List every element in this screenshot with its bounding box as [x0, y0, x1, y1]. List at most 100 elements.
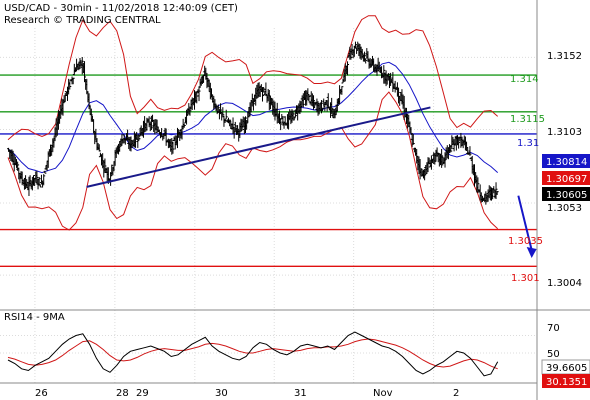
price-bar: [440, 148, 444, 168]
x-tick: 31: [294, 388, 307, 399]
price-bar: [83, 61, 87, 83]
price-badge-label: 1.30814: [546, 157, 587, 168]
level-label: 1.3115: [510, 114, 545, 125]
x-tick: Nov: [373, 388, 393, 399]
price-bar: [171, 141, 175, 154]
price-badge: [542, 187, 590, 201]
rsi-badge-label: 39.6605: [546, 363, 587, 374]
rsi-title: RSI14 - 9MA: [4, 312, 65, 323]
price-bar: [495, 191, 499, 196]
rsi-badge-label: 30.1351: [546, 377, 587, 388]
price-bar: [340, 86, 344, 95]
price-bar: [321, 107, 325, 112]
price-bar: [68, 81, 72, 90]
price-bar: [28, 175, 32, 187]
x-tick: 2: [453, 388, 459, 399]
price-bar: [423, 168, 427, 181]
price-bar: [136, 135, 140, 148]
price-bar: [346, 61, 350, 76]
x-tick: 26: [35, 388, 48, 399]
price-bar: [216, 104, 220, 113]
trendline: [86, 106, 431, 188]
price-bar: [279, 118, 283, 131]
price-bar: [419, 168, 423, 176]
price-bar: [103, 158, 107, 173]
y-tick: 1.3103: [547, 127, 582, 138]
rsi-ma-line: [7, 338, 498, 370]
rsi-tick: 50: [547, 349, 560, 360]
price-bar: [364, 58, 368, 64]
price-bar: [197, 86, 201, 102]
x-tick: 29: [136, 388, 149, 399]
arrow-head: [526, 246, 537, 258]
price-bar: [251, 97, 255, 111]
price-bar: [291, 110, 295, 120]
y-tick: 1.3004: [547, 278, 582, 289]
price-bar: [459, 132, 463, 148]
price-badge: [542, 171, 590, 185]
price-bar: [232, 127, 236, 139]
rsi-badges: 39.6605 30.1351: [541, 359, 590, 388]
price-bar: [433, 152, 437, 165]
price-badge-label: 1.30605: [546, 190, 587, 201]
price-bar: [39, 174, 43, 184]
price-bar: [316, 101, 320, 116]
price-bar: [382, 65, 386, 84]
price-bar: [92, 119, 96, 134]
price-bar: [37, 177, 41, 186]
price-bar: [224, 109, 228, 120]
price-bar: [71, 77, 75, 85]
price-bar: [335, 98, 339, 113]
price-bar: [182, 124, 186, 128]
price-bar: [299, 101, 303, 113]
chart-title: USD/CAD - 30min - 11/02/2018 12:40:09 (C…: [4, 3, 238, 14]
grid: [0, 28, 537, 383]
rsi-tick: 70: [547, 323, 560, 334]
price-bar: [261, 87, 265, 102]
price-bar: [35, 170, 39, 185]
price-bar: [353, 41, 357, 49]
price-bar: [223, 118, 227, 123]
rsi-axis-ticks: 70 50: [547, 323, 560, 360]
price-bar: [42, 174, 46, 186]
moving-average: [7, 61, 499, 174]
chart-subtitle: Research © TRADING CENTRAL: [4, 15, 161, 26]
price-badge: [542, 154, 590, 168]
price-bar: [376, 57, 380, 72]
price-bar: [292, 116, 296, 121]
price-bar: [32, 174, 36, 186]
price-bar: [43, 170, 47, 174]
level-label: 1.3035: [508, 236, 543, 247]
rsi-lines: [7, 331, 499, 377]
forecast-arrow: [517, 195, 537, 258]
price-bar: [411, 134, 415, 145]
price-bar: [468, 146, 472, 156]
y-tick: 1.3152: [547, 51, 582, 62]
price-bar: [307, 94, 311, 102]
price-bar: [155, 119, 159, 134]
price-bar: [457, 136, 461, 149]
ma-line: [7, 61, 499, 174]
price-axis-ticks: 1.3152 1.3103 1.3053 1.3004: [547, 51, 582, 289]
price-bar: [236, 125, 240, 135]
level-label: 1.314: [510, 74, 539, 85]
price-bar: [38, 184, 42, 188]
x-tick: 28: [116, 388, 129, 399]
level-label: 1.31: [517, 138, 539, 149]
price-bar: [293, 110, 297, 118]
rsi-badge: [542, 374, 590, 388]
price-bar: [97, 144, 101, 152]
trendline-segment: [86, 106, 431, 188]
price-bar: [149, 115, 153, 131]
rsi-line: [7, 331, 499, 377]
bollinger-upper: [7, 15, 499, 141]
price-badge-label: 1.30697: [546, 174, 587, 185]
level-labels: 1.314 1.3115 1.31 1.3035 1.301: [508, 74, 545, 284]
y-tick: 1.3053: [547, 203, 582, 214]
price-bar: [363, 51, 367, 62]
x-tick: 30: [215, 388, 228, 399]
price-badges: 1.30814 1.30697 1.30605: [542, 154, 590, 201]
price-bar: [301, 93, 305, 108]
arrow-shaft: [517, 195, 533, 251]
